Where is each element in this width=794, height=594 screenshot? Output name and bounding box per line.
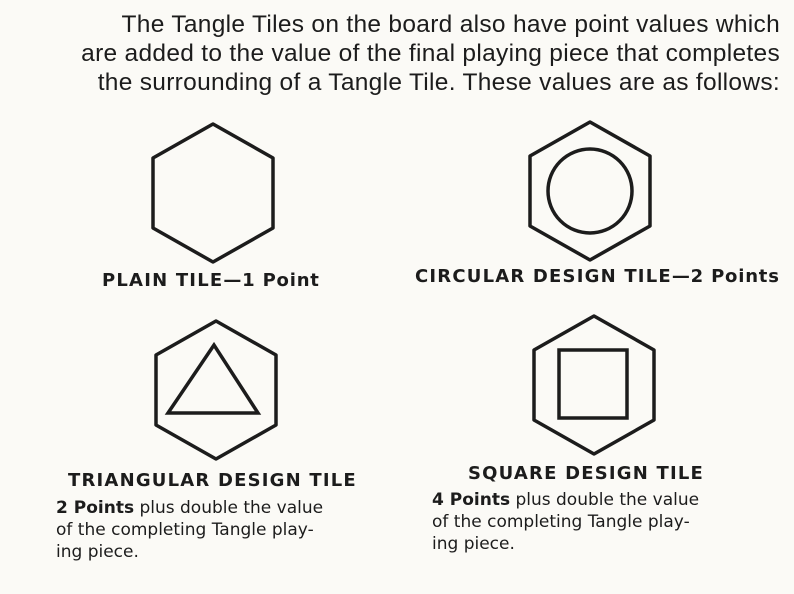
plain-tile-label: PLAIN TILE—1 Point: [102, 270, 320, 291]
tile-name: SQUARE DESIGN TILE: [468, 463, 705, 484]
triangular-tile-label: TRIANGULAR DESIGN TILE: [68, 470, 357, 491]
tile-name: TRIANGULAR DESIGN TILE: [68, 470, 357, 491]
description-line: of the completing Tangle play-: [432, 512, 690, 532]
description-line: 2 Points plus double the value: [56, 497, 323, 519]
triangular-tile-description: 2 Points plus double the value of the co…: [56, 497, 323, 563]
square-tile-description: 4 Points plus double the value of the co…: [432, 489, 699, 555]
tile-points: —2 Points: [671, 266, 780, 287]
tile-points: 2 Points: [56, 498, 135, 518]
description-line: 4 Points plus double the value: [432, 489, 699, 511]
tile-points: 4 Points: [432, 490, 511, 510]
intro-paragraph: The Tangle Tiles on the board also have …: [14, 10, 780, 97]
hexagon-circle-icon: [528, 120, 652, 262]
intro-line: the surrounding of a Tangle Tile. These …: [97, 69, 780, 96]
description-line: ing piece.: [56, 542, 139, 562]
tile-points: —1 Point: [223, 270, 320, 291]
description-line: of the completing Tangle play-: [56, 520, 314, 540]
description-text: plus double the value: [134, 498, 324, 518]
intro-line: are added to the value of the final play…: [81, 40, 780, 67]
circular-tile-label: CIRCULAR DESIGN TILE—2 Points: [415, 266, 780, 287]
description-line: ing piece.: [432, 534, 515, 554]
hexagon-triangle-icon: [154, 319, 278, 461]
intro-line: The Tangle Tiles on the board also have …: [121, 11, 780, 38]
tile-name: CIRCULAR DESIGN TILE: [415, 266, 672, 287]
square-tile-label: SQUARE DESIGN TILE: [468, 463, 704, 484]
hexagon-square-icon: [532, 314, 656, 456]
description-text: plus double the value: [510, 490, 700, 510]
hexagon-icon: [151, 122, 275, 264]
tile-name: PLAIN TILE: [102, 270, 224, 291]
